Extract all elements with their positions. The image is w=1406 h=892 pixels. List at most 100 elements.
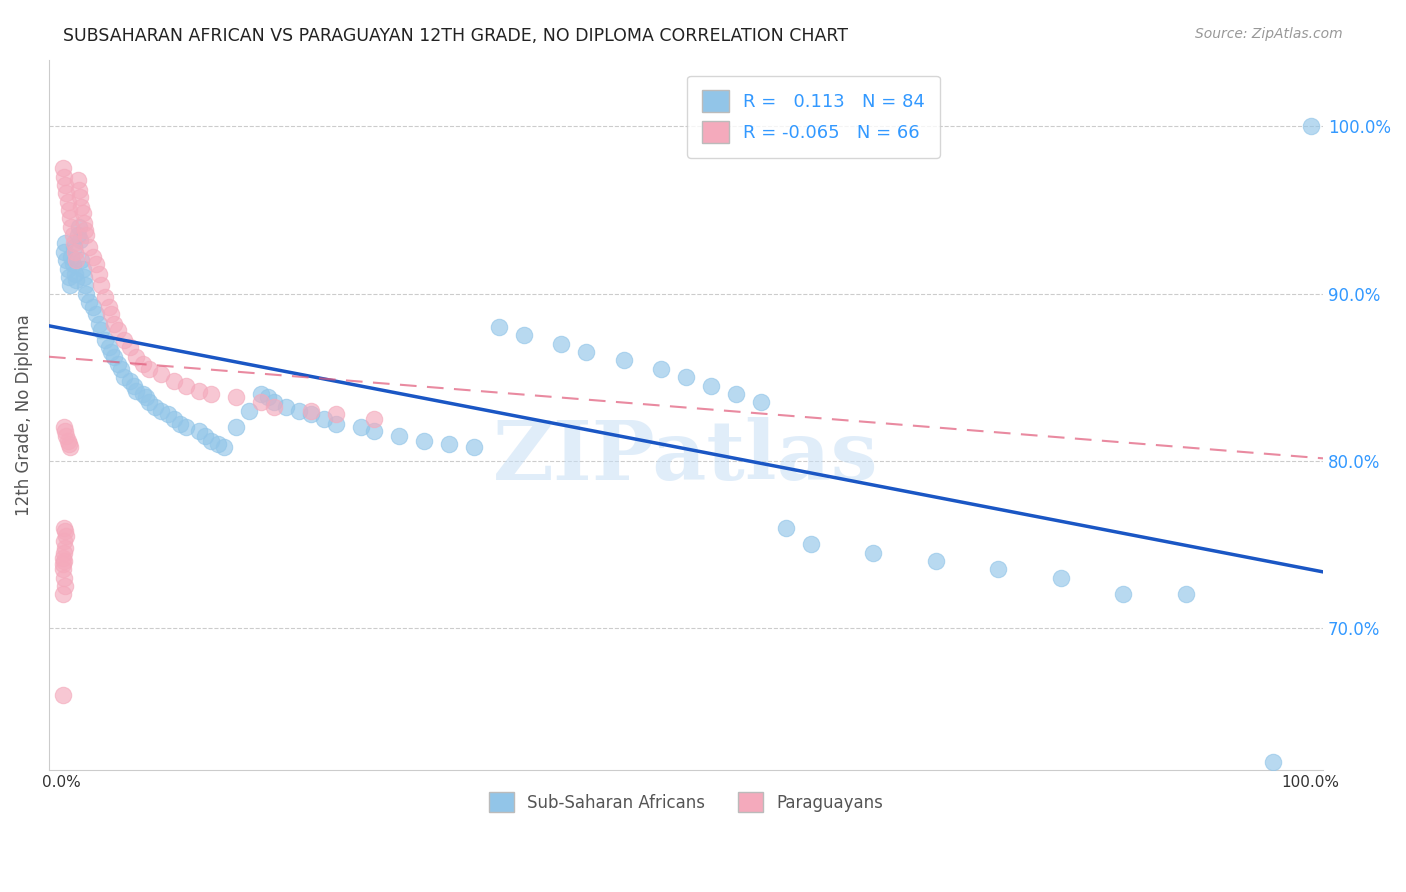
Point [52,688,75,702]
Point [207,437,229,451]
Point [66,228,89,243]
Point [575,345,598,359]
Text: ZIPatlas: ZIPatlas [494,417,879,498]
Point [987,562,1010,576]
Point [1112,587,1135,601]
Point [69,233,91,247]
Point [138,361,160,376]
Point [73,269,96,284]
Point [59,278,82,293]
Point [749,395,772,409]
Point [1049,571,1071,585]
Point [103,350,125,364]
Point [212,441,235,455]
Point [1263,755,1285,769]
Point [131,357,153,371]
Point [52,244,75,259]
Point [52,161,75,176]
Point [550,336,572,351]
Point [122,378,145,392]
Point [65,253,87,268]
Point [58,437,80,451]
Point [1299,120,1322,134]
Point [52,587,75,601]
Point [55,428,77,442]
Point [53,236,76,251]
Point [63,244,86,259]
Point [97,300,120,314]
Point [276,401,298,415]
Point [52,546,75,560]
Point [75,223,97,237]
Point [176,378,198,392]
Point [94,290,117,304]
Point [299,407,322,421]
Point [67,183,90,197]
Point [62,256,84,270]
Point [82,250,104,264]
Point [724,387,747,401]
Point [86,307,108,321]
Point [100,307,122,321]
Point [58,202,80,217]
Point [77,240,100,254]
Point [120,340,142,354]
Point [131,387,153,401]
Point [87,317,110,331]
Point [77,295,100,310]
Point [52,554,75,568]
Point [72,261,94,276]
Point [150,403,173,417]
Point [58,269,80,284]
Point [200,434,222,448]
Point [65,273,87,287]
Point [70,253,93,268]
Point [163,412,186,426]
Point [512,328,534,343]
Point [75,286,97,301]
Point [187,384,209,398]
Point [163,374,186,388]
Text: SUBSAHARAN AFRICAN VS PARAGUAYAN 12TH GRADE, NO DIPLOMA CORRELATION CHART: SUBSAHARAN AFRICAN VS PARAGUAYAN 12TH GR… [63,27,848,45]
Point [238,403,260,417]
Point [488,320,510,334]
Point [412,434,434,448]
Point [86,256,108,270]
Point [862,546,884,560]
Point [263,401,285,415]
Y-axis label: 12th Grade, No Diploma: 12th Grade, No Diploma [15,314,32,516]
Point [52,521,75,535]
Point [138,395,160,409]
Point [72,206,94,220]
Point [225,420,247,434]
Point [112,334,135,348]
Point [150,367,173,381]
Point [225,390,247,404]
Point [75,228,97,243]
Point [52,169,75,184]
Point [288,403,311,417]
Point [53,541,76,555]
Point [107,323,129,337]
Point [63,267,86,281]
Point [169,417,191,431]
Point [60,250,83,264]
Point [52,534,75,549]
Point [75,278,97,293]
Point [312,412,335,426]
Point [52,420,75,434]
Point [775,521,797,535]
Point [94,334,117,348]
Point [97,340,120,354]
Legend: Sub-Saharan Africans, Paraguayans: Sub-Saharan Africans, Paraguayans [475,779,897,826]
Point [62,228,84,243]
Point [87,267,110,281]
Point [463,441,485,455]
Point [325,407,347,421]
Point [187,424,209,438]
Point [800,537,823,551]
Point [63,236,86,251]
Point [66,173,89,187]
Point [55,253,77,268]
Point [125,384,148,398]
